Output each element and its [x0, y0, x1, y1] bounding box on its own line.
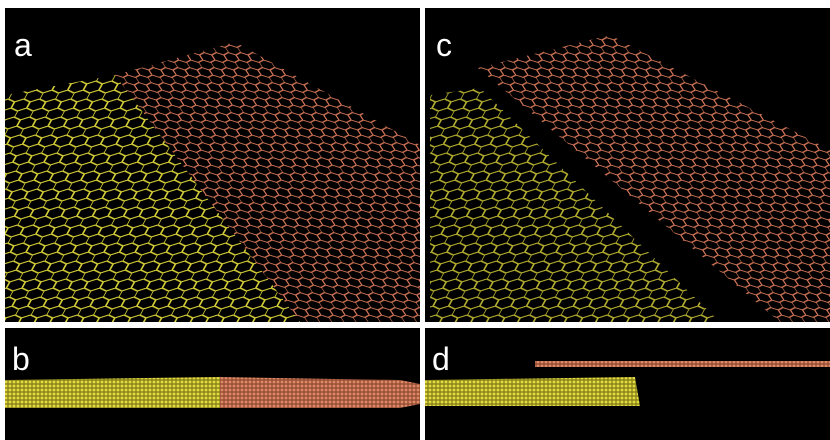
panel-label: b [12, 341, 30, 377]
panel-label: a [14, 27, 32, 63]
panel-c: c [425, 8, 830, 322]
panel-label: d [432, 341, 450, 377]
panel-d: d [425, 328, 830, 440]
panel-a: a [5, 8, 420, 322]
orange-sheet [535, 361, 830, 367]
yellow-sheet [5, 377, 220, 408]
yellow-sheet [425, 377, 640, 406]
panel-b: b [5, 328, 420, 440]
figure: a c b d [0, 0, 830, 440]
orange-sheet [220, 377, 420, 408]
panel-label: c [436, 27, 452, 63]
